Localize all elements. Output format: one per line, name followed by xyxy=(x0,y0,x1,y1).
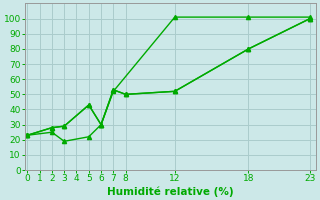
X-axis label: Humidité relative (%): Humidité relative (%) xyxy=(107,186,234,197)
